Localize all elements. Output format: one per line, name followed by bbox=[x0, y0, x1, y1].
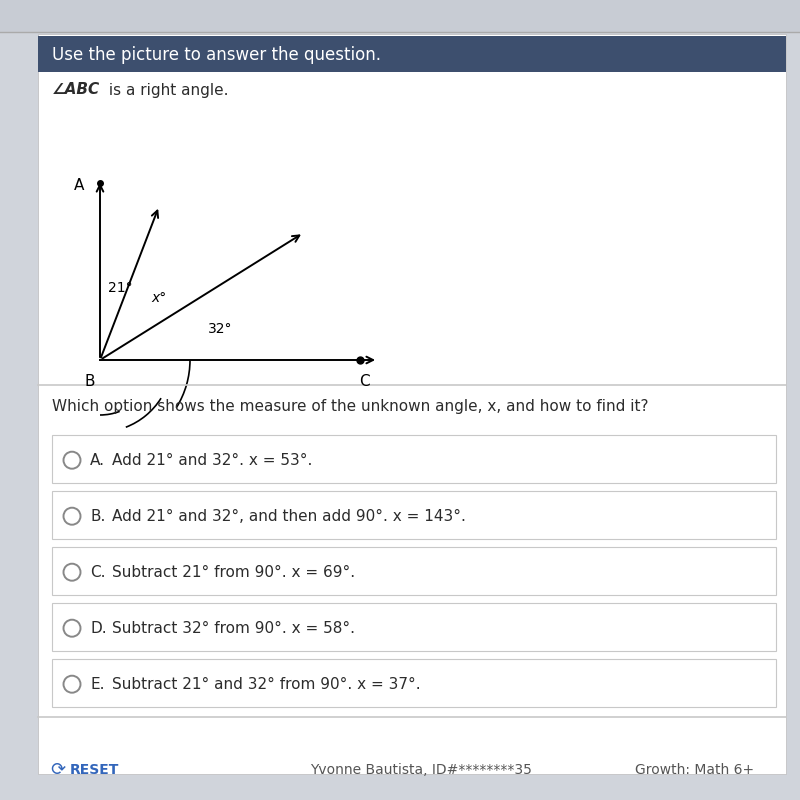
Text: E.: E. bbox=[90, 677, 105, 692]
Text: A.: A. bbox=[90, 453, 105, 468]
Text: Subtract 21° and 32° from 90°. x = 37°.: Subtract 21° and 32° from 90°. x = 37°. bbox=[112, 677, 421, 692]
Text: C: C bbox=[358, 374, 370, 389]
Text: Add 21° and 32°. x = 53°.: Add 21° and 32°. x = 53°. bbox=[112, 453, 312, 468]
Text: Subtract 21° from 90°. x = 69°.: Subtract 21° from 90°. x = 69°. bbox=[112, 565, 355, 580]
Text: ⟳: ⟳ bbox=[50, 761, 65, 779]
Bar bbox=[0, 0, 800, 32]
FancyBboxPatch shape bbox=[52, 435, 776, 482]
Text: x°: x° bbox=[151, 291, 166, 306]
FancyBboxPatch shape bbox=[52, 491, 776, 538]
Text: C.: C. bbox=[90, 565, 106, 580]
Text: is a right angle.: is a right angle. bbox=[104, 82, 229, 98]
Text: RESET: RESET bbox=[70, 763, 119, 777]
Text: Use the picture to answer the question.: Use the picture to answer the question. bbox=[52, 46, 381, 64]
FancyBboxPatch shape bbox=[52, 547, 776, 594]
Text: Which option shows the measure of the unknown angle, x, and how to find it?: Which option shows the measure of the un… bbox=[52, 399, 649, 414]
Text: Growth: Math 6+: Growth: Math 6+ bbox=[635, 763, 754, 777]
Text: D.: D. bbox=[90, 621, 106, 636]
Text: Add 21° and 32°, and then add 90°. x = 143°.: Add 21° and 32°, and then add 90°. x = 1… bbox=[112, 509, 466, 524]
Text: Yvonne Bautista, ID#********35: Yvonne Bautista, ID#********35 bbox=[310, 763, 532, 777]
Bar bbox=[38, 36, 786, 72]
Text: ∠ABC: ∠ABC bbox=[52, 82, 100, 98]
FancyBboxPatch shape bbox=[52, 603, 776, 650]
Text: A: A bbox=[74, 178, 84, 193]
Text: Subtract 32° from 90°. x = 58°.: Subtract 32° from 90°. x = 58°. bbox=[112, 621, 355, 636]
Text: 21°: 21° bbox=[108, 282, 133, 295]
Text: B.: B. bbox=[90, 509, 106, 524]
Text: B: B bbox=[85, 374, 95, 389]
Text: 32°: 32° bbox=[208, 322, 232, 336]
FancyBboxPatch shape bbox=[52, 659, 776, 706]
